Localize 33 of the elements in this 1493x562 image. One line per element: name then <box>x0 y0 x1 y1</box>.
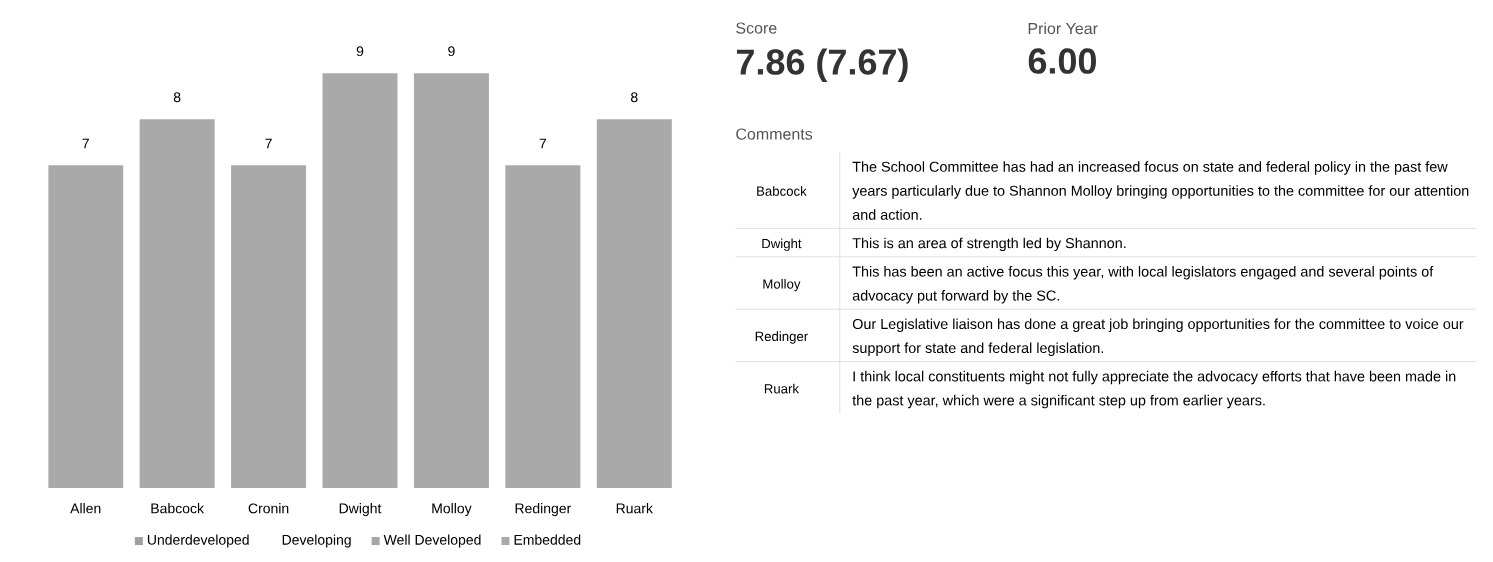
text: 7.86 (7.67) <box>736 48 908 82</box>
x-tick-label: Babcock <box>151 503 205 514</box>
legend-label: Embedded <box>514 534 581 545</box>
text: Prior Year <box>1028 22 1098 35</box>
data-label: 7 <box>539 138 547 149</box>
text: Our Legislative liaison has done a great job bringing opportunities for the committee to voice our support for state and federal legislation. <box>852 318 1464 356</box>
data-label: 8 <box>630 92 638 103</box>
text: Ruark <box>764 383 800 394</box>
data-label: 9 <box>356 46 364 57</box>
text: I think local constituents might not fully appreciate the advocacy efforts that have been made in the past year, which were a significant step up from earlier years. <box>852 370 1456 409</box>
x-tick-label: Allen <box>70 503 101 514</box>
x-tick-label: Redinger <box>515 503 572 517</box>
x-tick-label: Ruark <box>616 503 653 514</box>
text: Babcock <box>757 186 807 196</box>
text: Developing <box>282 534 351 548</box>
x-tick-label: Molloy <box>432 503 472 517</box>
text: This has been an active focus this year, with local legislators engaged and several points of advocacy put forward by the SC. <box>852 266 1434 304</box>
text: The School Committee has had an increased focus on state and federal policy in the past few years particularly due to Shannon Molloy bringing opportunities to the committee for our attention and action. <box>852 161 1469 220</box>
text: Dwight <box>762 238 802 251</box>
text: 6.00 <box>1028 48 1096 74</box>
data-label: 8 <box>173 92 181 103</box>
text: Molloy <box>763 278 801 292</box>
legend-label: Well Developed <box>383 534 481 548</box>
text: Comments <box>736 128 813 140</box>
legend-label: Underdeveloped <box>147 534 249 548</box>
text: This is an area of strength led by Shannon. <box>852 237 1126 252</box>
data-label: 7 <box>265 138 272 149</box>
text: Redinger <box>755 331 808 344</box>
data-label: 7 <box>82 138 89 149</box>
x-tick-label: Cronin <box>248 503 289 514</box>
text: Score <box>736 22 777 34</box>
x-tick-label: Dwight <box>339 503 382 517</box>
data-label: 9 <box>448 46 455 57</box>
